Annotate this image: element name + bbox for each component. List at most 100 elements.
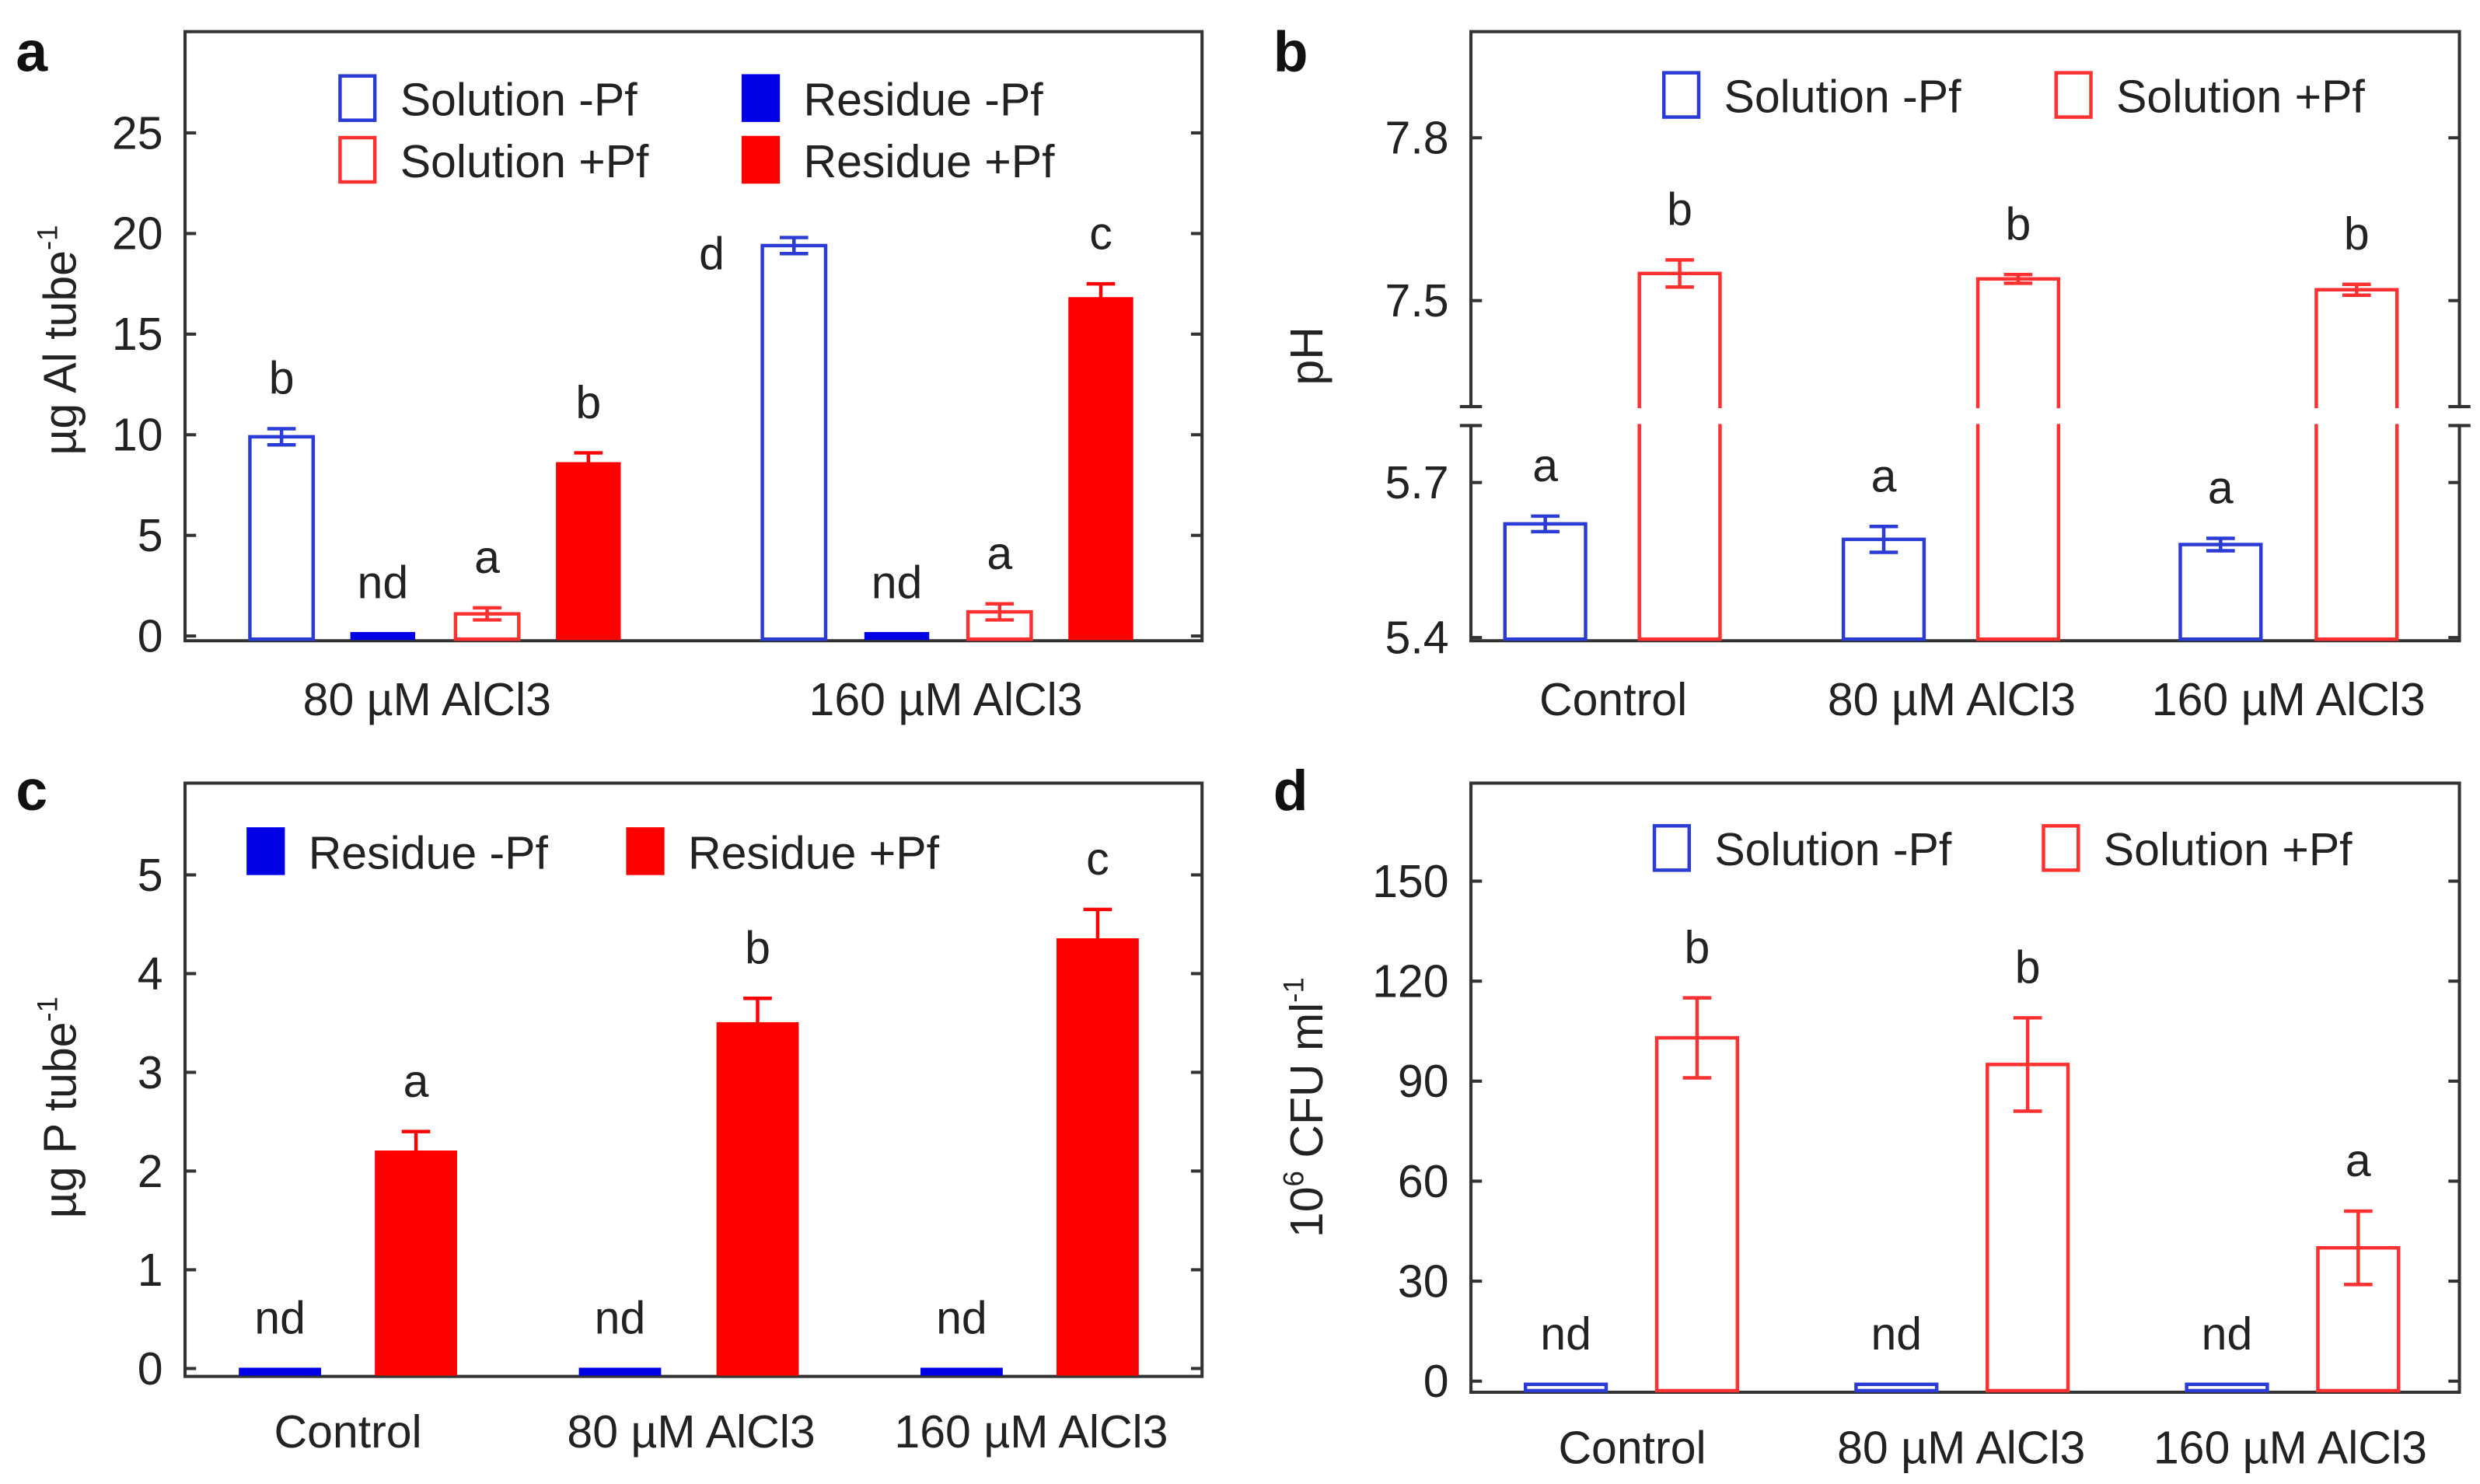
bar-residue-pf (578, 1367, 662, 1376)
significance-letter: a (474, 532, 500, 583)
y-tick-label: 2 (138, 1146, 163, 1197)
bar-solution-pf (2314, 288, 2399, 641)
panel-letter: c (16, 759, 47, 822)
x-category-label: 160 µM AlCl3 (2153, 1423, 2427, 1474)
panel-letter: d (1273, 759, 1308, 822)
bar-solution-pf (2185, 1382, 2269, 1393)
y-label-text: CFU ml (1281, 1003, 1333, 1171)
bar-solution-pf (1654, 1035, 1740, 1393)
legend-swatch (741, 74, 781, 122)
y-label-text: µg Al tube (35, 250, 86, 456)
y-axis-label: µg P tube-1 (31, 997, 86, 1218)
legend-swatch (338, 74, 377, 122)
significance-letter: a (1871, 450, 1897, 501)
x-category-label: 80 µM AlCl3 (303, 674, 551, 725)
y-tick-label: 1 (138, 1245, 163, 1296)
significance-letter: b (745, 922, 770, 973)
bar-solution-pf (1854, 1382, 1939, 1393)
bar-residue-pf (716, 1021, 799, 1376)
significance-letter: nd (1540, 1308, 1591, 1360)
bar-solution-pf (1503, 522, 1588, 641)
significance-letter: a (987, 528, 1012, 579)
bar-residue-pf (350, 632, 416, 641)
significance-letter: a (403, 1056, 429, 1107)
x-category-label: 160 µM AlCl3 (809, 674, 1083, 725)
y-label-superscript: -1 (31, 225, 63, 250)
y-tick-label: 150 (1372, 856, 1448, 907)
bar-solution-pf (2178, 543, 2263, 641)
significance-letter: b (575, 377, 601, 428)
significance-letter: nd (1870, 1308, 1922, 1360)
legend-label: Solution -Pf (1724, 71, 1962, 122)
y-tick-label: 7.5 (1385, 275, 1449, 326)
bar-solution-pf (1523, 1382, 1609, 1393)
axes-frame (1469, 781, 2461, 1394)
y-tick-label: 20 (112, 208, 163, 260)
y-tick-label: 90 (1398, 1056, 1449, 1107)
legend-swatch (1661, 71, 1701, 119)
bar-residue-pf (239, 1367, 321, 1376)
x-category-label: Control (274, 1406, 421, 1458)
bar-residue-pf (375, 1151, 457, 1376)
significance-letter: b (1685, 922, 1710, 973)
y-label-text: 10 (1281, 1186, 1333, 1238)
significance-letter: b (1667, 184, 1692, 236)
legend-swatch (1652, 824, 1692, 872)
panel-b: b 5.4 5.7 7.5 7.8 pH Control 80 µM AlCl3 160 µM … (1273, 20, 2478, 725)
bar-solution-pf (248, 435, 316, 641)
x-category-label: Control (1539, 674, 1687, 725)
significance-letter: a (1532, 440, 1558, 491)
axes-frame (183, 30, 1204, 643)
y-tick-label: 5.7 (1385, 457, 1449, 508)
y-axis-label: 106 CFU ml-1 (1277, 977, 1332, 1238)
bar-residue-pf (1057, 938, 1139, 1376)
y-tick-label: 3 (138, 1047, 163, 1098)
axis-break-gap (1451, 408, 2478, 424)
significance-letter: b (2006, 198, 2031, 250)
significance-letter: nd (358, 557, 409, 608)
legend-swatch (741, 135, 781, 184)
legend-swatch (338, 135, 377, 184)
bar-residue-pf (864, 632, 930, 641)
y-tick-label: 4 (138, 948, 163, 1000)
y-tick-label: 25 (112, 107, 163, 159)
axes-frame (1469, 30, 2461, 643)
y-label-text: pH (1281, 326, 1333, 385)
x-category-label: 80 µM AlCl3 (567, 1406, 815, 1458)
bar-solution-pf (1986, 1063, 2070, 1393)
legend-label: Solution +Pf (2116, 71, 2365, 122)
y-tick-label: 5 (138, 510, 163, 561)
significance-letter: b (269, 353, 295, 404)
legend-label: Solution -Pf (400, 75, 638, 126)
y-tick-label: 10 (112, 410, 163, 461)
x-category-label: 80 µM AlCl3 (1828, 674, 2076, 725)
x-category-label: 160 µM AlCl3 (2152, 674, 2426, 725)
y-axis-label: µg Al tube-1 (31, 225, 86, 455)
legend-label: Residue -Pf (309, 827, 549, 878)
x-category-label: 80 µM AlCl3 (1837, 1423, 2085, 1474)
y-label-superscript: -1 (1277, 977, 1309, 1003)
bar-residue-pf (556, 462, 621, 641)
y-tick-label: 0 (138, 610, 163, 662)
panel-letter: a (16, 20, 48, 84)
legend-swatch (246, 827, 285, 875)
x-category-label: 160 µM AlCl3 (894, 1406, 1168, 1458)
significance-letter: b (2344, 208, 2370, 260)
legend-label: Solution -Pf (1714, 824, 1952, 875)
bar-residue-pf (1068, 297, 1133, 641)
y-label-superscript: 6 (1277, 1171, 1309, 1186)
y-tick-label: 15 (112, 309, 163, 360)
legend-label: Solution +Pf (400, 136, 649, 187)
y-tick-label: 30 (1398, 1255, 1449, 1307)
legend-swatch (2054, 71, 2093, 119)
significance-letter: nd (254, 1293, 306, 1344)
legend-label: Solution +Pf (2104, 824, 2353, 875)
significance-letter: nd (595, 1293, 646, 1344)
y-tick-label: 5.4 (1385, 613, 1449, 664)
panel-c: c 0 1 2 3 4 5 µg P tube-1 Control 80 µM AlCl3 160 … (16, 759, 1204, 1458)
y-tick-label: 5 (138, 850, 163, 901)
significance-letter: nd (936, 1293, 987, 1344)
significance-letter: b (2015, 942, 2041, 993)
significance-letter: nd (2202, 1308, 2253, 1360)
